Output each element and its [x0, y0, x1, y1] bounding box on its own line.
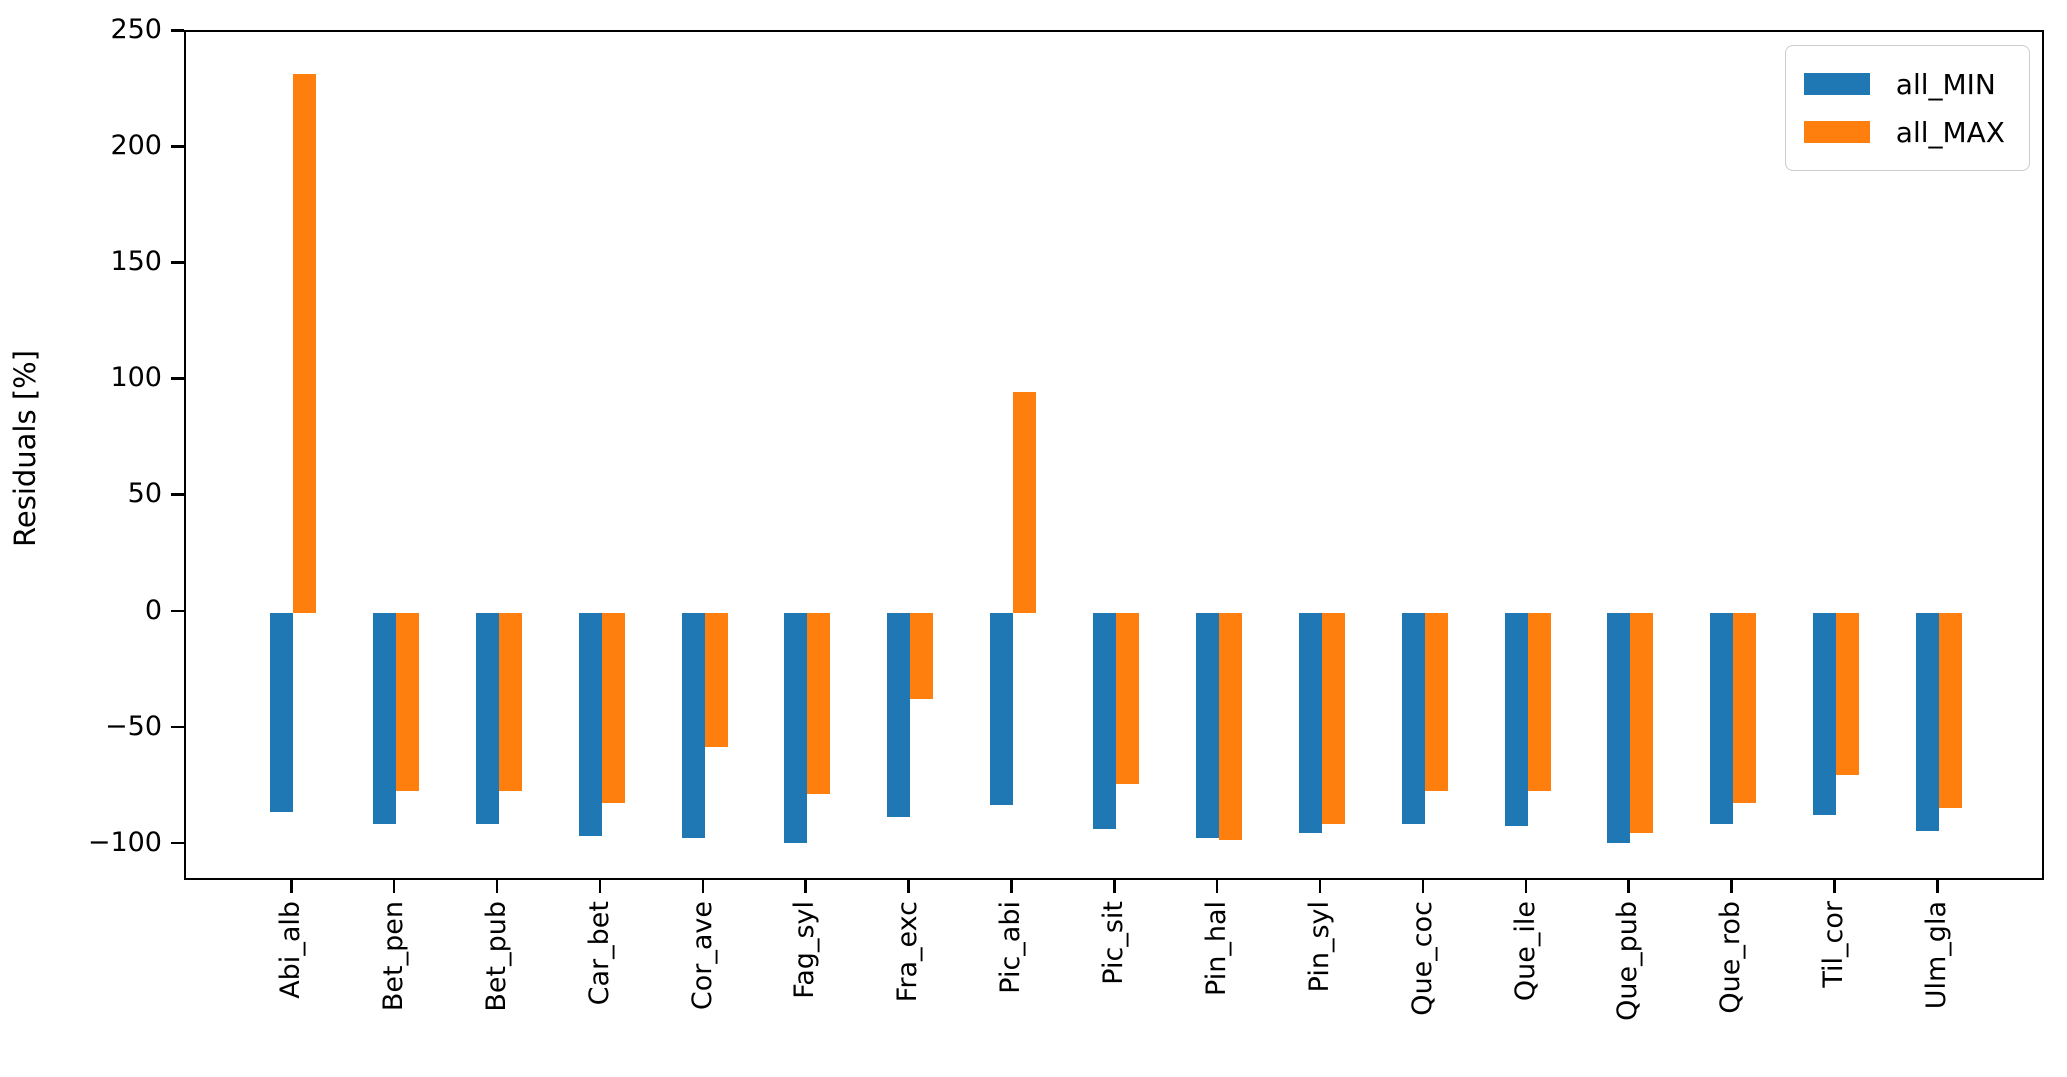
y-tick-label: −50	[105, 710, 162, 742]
bar-all_MAX-Bet_pen	[395, 612, 419, 792]
y-tick-label: 150	[110, 246, 162, 278]
y-tick-label: 250	[110, 14, 162, 45]
x-tick-label-Car_bet: Car_bet	[583, 901, 615, 1006]
x-tick	[1318, 880, 1322, 893]
x-tick	[1421, 880, 1425, 893]
bar-all_MAX-Pic_sit	[1116, 612, 1139, 785]
x-tick	[1524, 880, 1527, 893]
x-tick-label-Ulm_gla: Ulm_gla	[1921, 901, 1952, 1010]
x-tick-label-Bet_pen: Bet_pen	[377, 901, 409, 1012]
y-tick-label: 0	[144, 594, 162, 626]
bar-all_MIN-Que_ile	[1504, 612, 1528, 827]
bar-all_MAX-Car_bet	[601, 612, 625, 804]
x-tick-label-Fra_exc: Fra_exc	[892, 901, 924, 1003]
legend-swatch-all-max	[1803, 121, 1870, 143]
x-tick	[495, 880, 499, 893]
x-tick-label-Pic_sit: Pic_sit	[1098, 901, 1129, 985]
x-tick-label-Pic_abi: Pic_abi	[995, 901, 1027, 994]
bar-all_MIN-Que_rob	[1710, 612, 1734, 824]
x-tick-label-Cor_ave: Cor_ave	[686, 901, 718, 1011]
x-tick-label-Til_cor: Til_cor	[1818, 901, 1850, 988]
y-tick-label: 100	[110, 362, 162, 394]
y-tick	[171, 145, 184, 148]
bar-all_MIN-Que_coc	[1401, 612, 1425, 824]
bar-all_MAX-Til_cor	[1836, 612, 1860, 776]
x-tick	[1627, 880, 1630, 893]
bar-all_MIN-Bet_pub	[475, 612, 499, 824]
x-tick-label-Que_coc: Que_coc	[1406, 901, 1438, 1016]
bar-all_MIN-Ulm_gla	[1916, 612, 1939, 831]
legend-entry-all-max: all_MAX	[1803, 108, 2005, 156]
x-tick	[290, 880, 293, 893]
y-tick	[171, 841, 184, 845]
bar-all_MIN-Car_bet	[578, 612, 602, 836]
x-tick	[1215, 880, 1219, 893]
x-tick-label-Pin_hal: Pin_hal	[1200, 901, 1232, 996]
bar-all_MIN-Abi_alb	[270, 612, 293, 813]
x-tick	[598, 880, 602, 893]
bar-all_MIN-Cor_ave	[681, 612, 705, 838]
legend-swatch-all-min	[1803, 73, 1870, 95]
x-tick-label-Fag_syl: Fag_syl	[789, 901, 821, 999]
bar-all_MAX-Fag_syl	[807, 612, 831, 794]
bar-all_MAX-Fra_exc	[910, 612, 934, 699]
x-tick	[1010, 880, 1013, 893]
x-tick	[1730, 880, 1733, 893]
bar-all_MAX-Que_ile	[1527, 612, 1551, 792]
bar-all_MAX-Que_pub	[1630, 612, 1654, 834]
bar-all_MIN-Fra_exc	[887, 612, 911, 817]
bar-all_MAX-Que_coc	[1424, 612, 1448, 792]
y-tick	[171, 29, 184, 32]
y-tick	[171, 377, 184, 380]
x-tick-label-Que_ile: Que_ile	[1509, 901, 1541, 1002]
x-tick	[1113, 880, 1116, 893]
x-tick-label-Pin_syl: Pin_syl	[1303, 901, 1335, 993]
bar-all_MIN-Fag_syl	[784, 612, 808, 843]
bar-all_MIN-Pin_syl	[1298, 612, 1322, 834]
bar-all_MAX-Pin_hal	[1218, 612, 1242, 841]
legend-label-all-min: all_MIN	[1895, 67, 1996, 101]
y-tick	[171, 725, 184, 729]
bar-all_MIN-Bet_pen	[372, 612, 396, 824]
bar-all_MAX-Pin_syl	[1321, 612, 1345, 824]
y-tick-label: 50	[127, 478, 162, 510]
bar-all_MIN-Pic_sit	[1093, 612, 1116, 829]
x-tick	[804, 880, 807, 893]
y-tick-label: 200	[110, 130, 162, 162]
x-tick	[1833, 880, 1836, 893]
x-tick-label-Que_rob: Que_rob	[1715, 901, 1747, 1014]
legend-label-all-max: all_MAX	[1895, 115, 2005, 149]
bar-all_MAX-Ulm_gla	[1939, 612, 1962, 808]
bar-all_MAX-Cor_ave	[704, 612, 728, 748]
bar-all_MIN-Til_cor	[1813, 612, 1837, 815]
bar-all_MIN-Pic_abi	[990, 612, 1014, 806]
x-tick	[701, 880, 704, 893]
plot-area: all_MIN all_MAX	[184, 30, 2044, 880]
legend-entry-all-min: all_MIN	[1803, 60, 2005, 108]
y-tick	[171, 261, 184, 264]
x-tick-label-Abi_alb: Abi_alb	[275, 901, 306, 999]
y-tick	[171, 609, 184, 613]
bar-all_MAX-Abi_alb	[293, 73, 316, 613]
bar-all_MAX-Pic_abi	[1013, 391, 1037, 613]
x-tick	[907, 880, 910, 893]
bar-all_MAX-Bet_pub	[498, 612, 522, 792]
bar-all_MIN-Pin_hal	[1195, 612, 1219, 838]
x-tick-label-Que_pub: Que_pub	[1612, 901, 1644, 1021]
x-tick-label-Bet_pub: Bet_pub	[480, 901, 512, 1012]
x-tick	[1936, 880, 1939, 893]
bar-all_MAX-Que_rob	[1733, 612, 1757, 804]
x-tick	[392, 880, 396, 893]
legend: all_MIN all_MAX	[1784, 45, 2030, 171]
y-tick	[171, 493, 184, 496]
bar-all_MIN-Que_pub	[1607, 612, 1631, 843]
y-tick-label: −100	[87, 826, 162, 858]
